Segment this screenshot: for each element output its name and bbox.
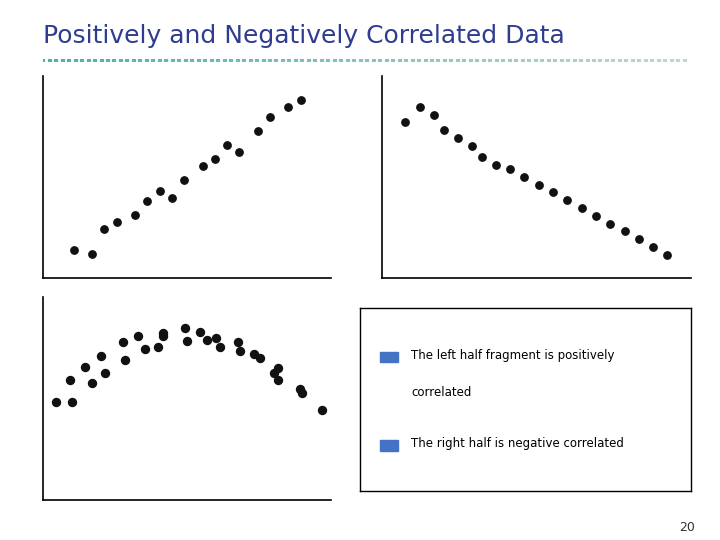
- Point: [662, 251, 673, 259]
- Point: [264, 113, 276, 122]
- Text: The left half fragment is positively: The left half fragment is positively: [411, 349, 615, 362]
- Point: [467, 141, 478, 150]
- Point: [209, 155, 220, 164]
- Point: [647, 242, 659, 251]
- Point: [194, 327, 206, 336]
- Point: [111, 218, 122, 227]
- Point: [255, 354, 266, 362]
- Point: [215, 343, 226, 352]
- Point: [562, 196, 573, 205]
- Point: [221, 141, 233, 150]
- Point: [272, 364, 284, 373]
- Point: [66, 398, 78, 407]
- Point: [179, 323, 191, 332]
- Point: [166, 193, 178, 202]
- Point: [505, 165, 516, 173]
- Point: [476, 153, 487, 161]
- Point: [268, 369, 279, 377]
- Point: [490, 161, 502, 170]
- Point: [248, 349, 259, 358]
- Point: [86, 249, 98, 258]
- Point: [64, 376, 76, 384]
- Text: Positively and Negatively Correlated Data: Positively and Negatively Correlated Dat…: [43, 24, 565, 48]
- Point: [132, 332, 144, 341]
- Point: [95, 352, 107, 360]
- Point: [179, 176, 190, 185]
- Point: [99, 369, 111, 377]
- Point: [605, 219, 616, 228]
- Point: [50, 398, 62, 407]
- Point: [590, 212, 602, 220]
- Point: [428, 110, 440, 119]
- Point: [317, 406, 328, 414]
- Point: [154, 186, 166, 195]
- Point: [235, 347, 246, 355]
- Point: [400, 118, 411, 127]
- Point: [272, 375, 284, 384]
- Point: [233, 148, 245, 157]
- Point: [618, 227, 630, 235]
- Point: [533, 180, 544, 189]
- Point: [202, 335, 213, 344]
- Point: [181, 337, 193, 346]
- Point: [140, 345, 151, 354]
- Point: [86, 379, 98, 388]
- Point: [518, 173, 530, 181]
- Point: [633, 235, 644, 244]
- Bar: [380, 441, 398, 450]
- Point: [547, 188, 559, 197]
- Point: [252, 127, 264, 136]
- Point: [117, 338, 129, 346]
- Point: [68, 246, 80, 254]
- Text: 20: 20: [679, 521, 695, 534]
- Point: [297, 389, 308, 398]
- Text: correlated: correlated: [411, 386, 472, 399]
- Point: [438, 126, 449, 134]
- Bar: [380, 352, 398, 362]
- Point: [210, 334, 222, 342]
- Point: [79, 362, 91, 371]
- Point: [414, 103, 426, 111]
- Point: [294, 96, 306, 104]
- Point: [452, 133, 464, 142]
- Point: [157, 329, 168, 338]
- Point: [233, 338, 244, 346]
- Point: [142, 197, 153, 206]
- Text: The right half is negative correlated: The right half is negative correlated: [411, 437, 624, 450]
- Point: [282, 103, 294, 111]
- Point: [153, 343, 164, 352]
- Point: [120, 355, 131, 364]
- Point: [130, 211, 141, 220]
- Point: [576, 204, 588, 212]
- Point: [197, 162, 208, 171]
- Point: [99, 225, 110, 233]
- Point: [294, 384, 306, 393]
- Point: [157, 332, 168, 340]
